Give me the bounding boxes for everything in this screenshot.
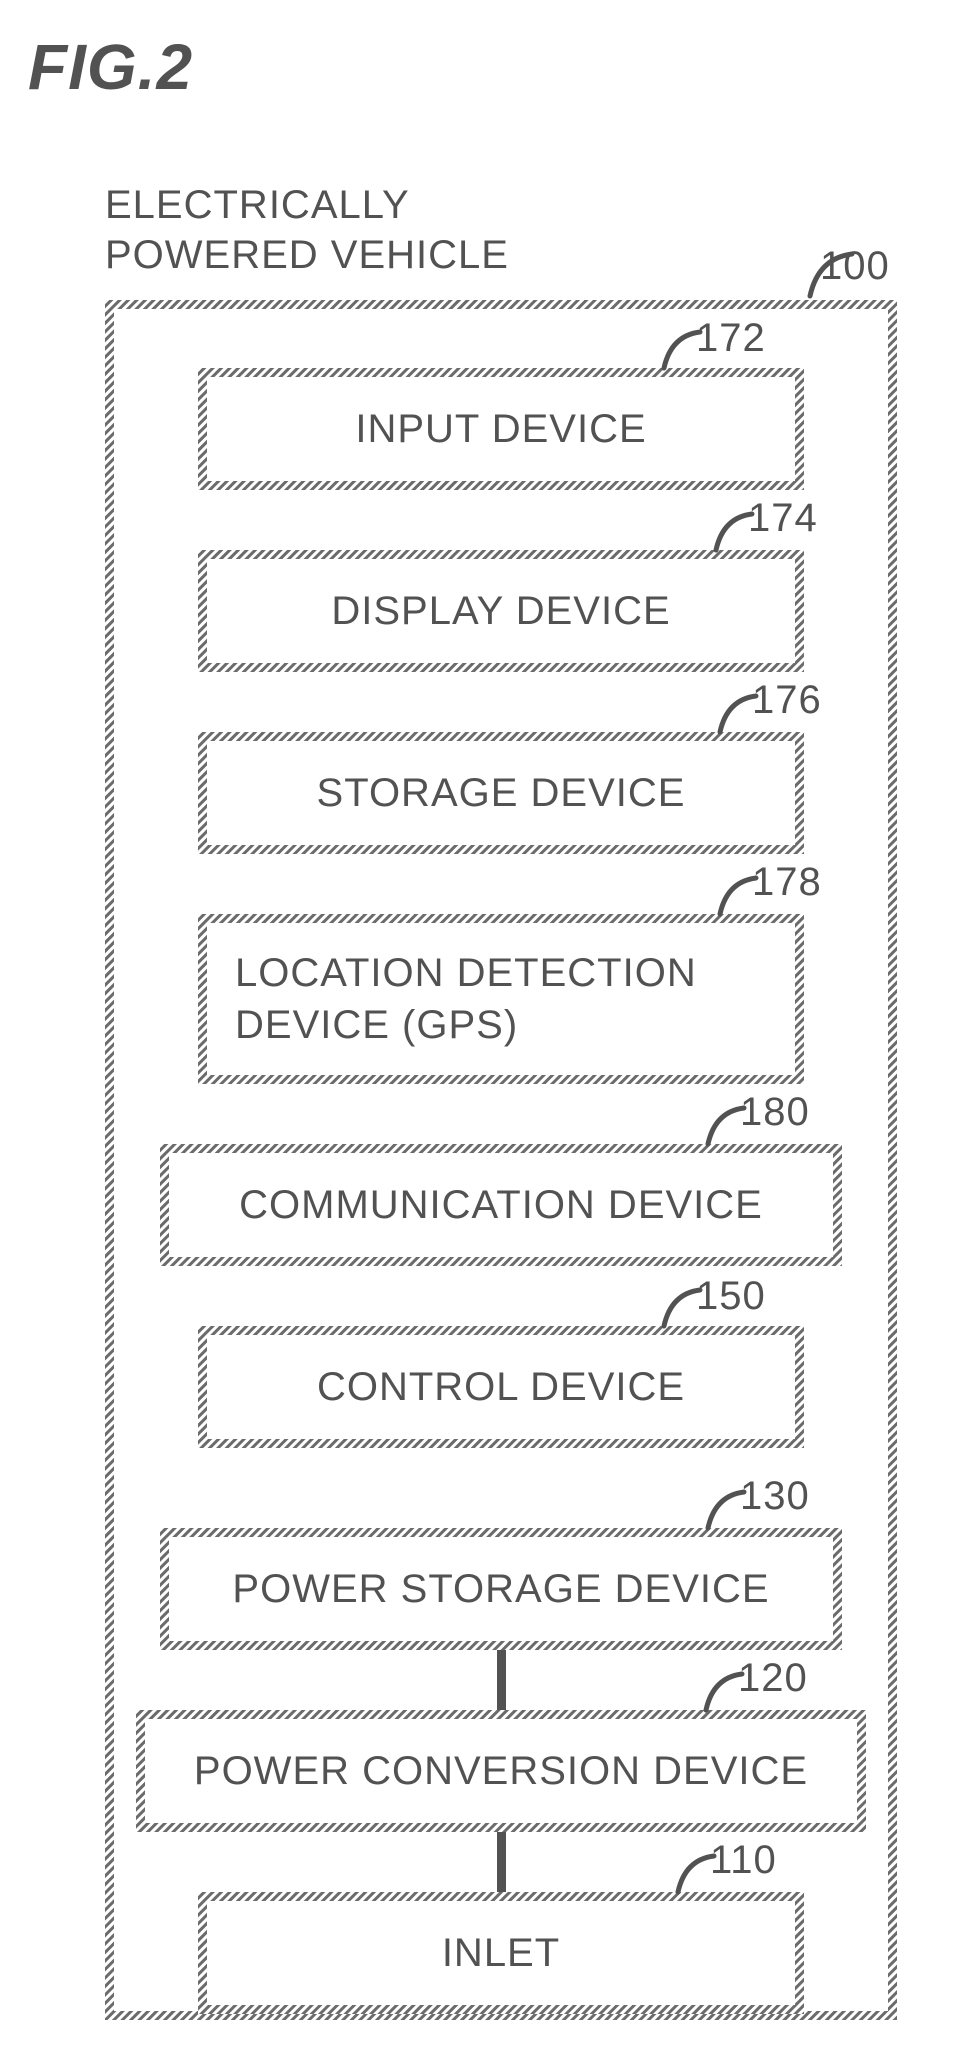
- ref-label-110: 110: [710, 1838, 777, 1883]
- block-display-body: DISPLAY DEVICE: [207, 559, 795, 663]
- ref-label-172: 172: [696, 316, 766, 361]
- block-display-label: DISPLAY DEVICE: [331, 585, 670, 637]
- block-pconv-body: POWER CONVERSION DEVICE: [145, 1719, 857, 1823]
- block-inlet-body: INLET: [207, 1901, 795, 2005]
- connector-pstorage-pconv: [497, 1650, 506, 1710]
- figure-label: FIG.2: [28, 30, 193, 104]
- block-storage-label: STORAGE DEVICE: [317, 767, 686, 819]
- block-comm-body: COMMUNICATION DEVICE: [169, 1153, 833, 1257]
- block-comm-label: COMMUNICATION DEVICE: [239, 1179, 763, 1231]
- block-control-label: CONTROL DEVICE: [317, 1361, 685, 1413]
- block-inlet-label: INLET: [442, 1927, 560, 1979]
- block-input-body: INPUT DEVICE: [207, 377, 795, 481]
- ref-label-130: 130: [740, 1474, 810, 1519]
- block-location-label: LOCATION DETECTION DEVICE (GPS): [235, 947, 697, 1051]
- ref-label-176: 176: [752, 678, 822, 723]
- connector-pconv-inlet: [497, 1832, 506, 1892]
- container-title-line1: ELECTRICALLY: [105, 183, 410, 227]
- container-title: ELECTRICALLY POWERED VEHICLE: [105, 180, 509, 280]
- block-location-body: LOCATION DETECTION DEVICE (GPS): [207, 923, 795, 1075]
- block-input-label: INPUT DEVICE: [355, 403, 646, 455]
- block-pstorage-label: POWER STORAGE DEVICE: [232, 1563, 769, 1615]
- container-title-line2: POWERED VEHICLE: [105, 233, 509, 277]
- ref-label-180: 180: [740, 1090, 810, 1135]
- block-pconv-label: POWER CONVERSION DEVICE: [194, 1745, 808, 1797]
- block-storage-body: STORAGE DEVICE: [207, 741, 795, 845]
- ref-label-150: 150: [696, 1274, 766, 1319]
- block-pstorage-body: POWER STORAGE DEVICE: [169, 1537, 833, 1641]
- ref-label-120: 120: [738, 1656, 808, 1701]
- ref-label-174: 174: [748, 496, 818, 541]
- block-control-body: CONTROL DEVICE: [207, 1335, 795, 1439]
- ref-label-178: 178: [752, 860, 822, 905]
- ref-label-100: 100: [820, 244, 890, 289]
